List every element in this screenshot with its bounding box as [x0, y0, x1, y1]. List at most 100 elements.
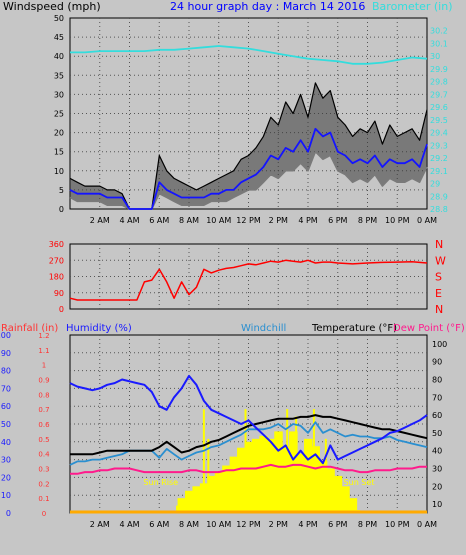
- solar-bar: [333, 475, 343, 513]
- solar-bar: [251, 438, 261, 513]
- barometer-y-tick: 28.8: [430, 205, 448, 214]
- solar-bar: [348, 498, 358, 513]
- wind-x-tick: 10 PM: [385, 216, 410, 225]
- wind-x-tick: 6 PM: [328, 216, 347, 225]
- solar-bar: [185, 490, 194, 513]
- humidity-y-tick: 50: [1, 420, 11, 429]
- humidity-y-tick: 60: [1, 402, 11, 411]
- barometer-y-tick: 28.9: [430, 192, 448, 201]
- solar-bar: [304, 438, 313, 513]
- wind-x-tick: 2 PM: [269, 216, 288, 225]
- direction-line: [69, 259, 428, 301]
- wind-y-tick: 40: [54, 52, 64, 61]
- barometer-y-tick: 30: [430, 52, 440, 61]
- rainfall-y-tick: 1.1: [38, 347, 49, 355]
- temp-x-tick: 4 AM: [119, 520, 139, 529]
- temp-x-tick: 2 AM: [90, 520, 110, 529]
- temperature-y-tick: 70: [432, 393, 442, 402]
- barometer-y-tick: 29.8: [430, 78, 448, 87]
- wind-y-tick: 45: [54, 33, 64, 42]
- wind-y-tick: 50: [54, 14, 64, 23]
- temperature-y-tick: 10: [432, 500, 442, 509]
- wind-y-tick: 35: [54, 71, 64, 80]
- barometer-y-tick: 30.1: [430, 39, 448, 48]
- wind-x-tick: 0 AM: [417, 216, 437, 225]
- wind-y-tick: 30: [54, 90, 64, 99]
- windchill-axis-label: Windchill: [241, 323, 286, 334]
- temp-x-tick: 8 AM: [179, 520, 199, 529]
- wind-x-tick: 12 PM: [236, 216, 261, 225]
- temp-x-tick: 10 PM: [385, 520, 410, 529]
- rainfall-y-tick: 0.4: [38, 451, 50, 459]
- temp-x-tick: 12 PM: [236, 520, 261, 529]
- sun-set-label: Sun Set: [344, 478, 375, 487]
- wind-y-tick: 20: [54, 129, 64, 138]
- barometer-y-tick: 29.3: [430, 141, 448, 150]
- wind-x-tick: 8 AM: [179, 216, 199, 225]
- barometer-y-tick: 29.6: [430, 103, 448, 112]
- humidity-y-tick: 20: [1, 473, 11, 482]
- solar-bar: [229, 456, 239, 513]
- humidity-y-tick: 70: [1, 384, 11, 393]
- wind-x-tick: 6 AM: [149, 216, 169, 225]
- direction-y-tick: 90: [54, 289, 64, 298]
- humidity-axis-label: Humidity (%): [66, 323, 132, 334]
- temperature-axis-label: Temperature (°F): [311, 323, 397, 334]
- solar-bar: [318, 461, 328, 513]
- dewpoint-line: [70, 463, 427, 475]
- direction-y-tick: 180: [49, 273, 64, 282]
- temperature-line: [70, 414, 428, 456]
- wind-x-tick: 2 AM: [90, 216, 110, 225]
- temperature-y-tick: 50: [432, 429, 442, 438]
- humidity-y-tick: 90: [1, 349, 11, 358]
- rainfall-y-tick: 1.2: [38, 332, 49, 340]
- barometer-y-tick: 29: [430, 180, 440, 189]
- humidity-y-tick: 100: [0, 331, 11, 340]
- compass-label: W: [435, 254, 446, 267]
- solar-bar: [311, 446, 320, 513]
- barometer-axis-label: Barometer (in): [372, 0, 453, 13]
- solar-bar: [274, 431, 283, 513]
- solar-bar: [207, 475, 216, 513]
- wind-y-tick: 5: [59, 186, 64, 195]
- temp-x-tick: 4 PM: [298, 520, 317, 529]
- barometer-y-tick: 30.2: [430, 27, 448, 36]
- humidity-y-tick: 40: [1, 438, 11, 447]
- rainfall-y-tick: 0: [42, 510, 46, 518]
- humidity-y-tick: 10: [1, 491, 11, 500]
- wind-y-tick: 15: [54, 148, 64, 157]
- direction-y-tick: 360: [49, 240, 64, 249]
- solar-bar: [244, 441, 253, 513]
- solar-bar: [341, 486, 350, 513]
- temp-x-tick: 8 PM: [358, 520, 377, 529]
- rainfall-y-tick: 0.2: [38, 480, 49, 488]
- solar-bar: [289, 431, 298, 513]
- temp-x-tick: 2 PM: [269, 520, 288, 529]
- barometer-y-tick: 29.5: [430, 116, 448, 125]
- humidity-y-tick: 30: [1, 456, 11, 465]
- temperature-y-tick: 100: [432, 340, 447, 349]
- temperature-y-tick: 90: [432, 358, 442, 367]
- wind-avg-line: [69, 127, 428, 210]
- compass-label: E: [435, 287, 442, 300]
- solar-bar: [237, 447, 246, 513]
- rainfall-axis-label: Rainfall (in): [1, 323, 58, 334]
- barometer-y-tick: 29.1: [430, 167, 448, 176]
- dewpoint-axis-label: Dew Point (°F): [393, 323, 465, 334]
- rainfall-y-tick: 0.9: [38, 377, 49, 385]
- solar-bar: [296, 453, 306, 513]
- wind-x-tick: 4 AM: [119, 216, 139, 225]
- solar-bar: [259, 435, 268, 513]
- solar-bar: [281, 446, 291, 513]
- rainfall-y-tick: 1: [42, 362, 46, 370]
- direction-y-tick: 270: [49, 256, 64, 265]
- rainfall-y-tick: 0.8: [38, 391, 49, 399]
- wind-range-band: [70, 82, 427, 209]
- temperature-y-tick: 20: [432, 482, 442, 491]
- solar-bar: [177, 498, 187, 513]
- rainfall-y-tick: 0.6: [38, 421, 50, 429]
- barometer-y-tick: 29.9: [430, 65, 448, 74]
- temperature-y-tick: 30: [432, 465, 442, 474]
